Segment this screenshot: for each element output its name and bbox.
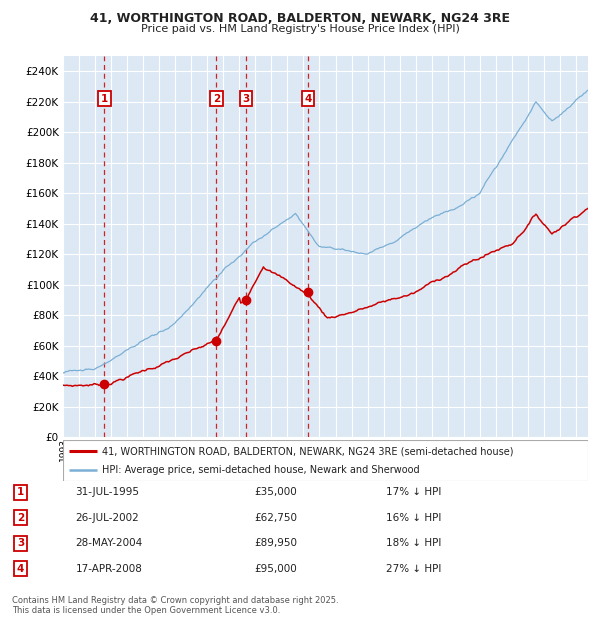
Text: 28-MAY-2004: 28-MAY-2004 <box>76 538 143 548</box>
Text: 41, WORTHINGTON ROAD, BALDERTON, NEWARK, NG24 3RE (semi-detached house): 41, WORTHINGTON ROAD, BALDERTON, NEWARK,… <box>103 446 514 456</box>
Text: 16% ↓ HPI: 16% ↓ HPI <box>386 513 442 523</box>
Text: 26-JUL-2002: 26-JUL-2002 <box>76 513 139 523</box>
Text: 17-APR-2008: 17-APR-2008 <box>76 564 142 574</box>
Text: 2: 2 <box>17 513 24 523</box>
Text: 27% ↓ HPI: 27% ↓ HPI <box>386 564 442 574</box>
Text: £95,000: £95,000 <box>254 564 296 574</box>
Text: 1: 1 <box>101 94 108 104</box>
Text: HPI: Average price, semi-detached house, Newark and Sherwood: HPI: Average price, semi-detached house,… <box>103 466 420 476</box>
Text: This data is licensed under the Open Government Licence v3.0.: This data is licensed under the Open Gov… <box>12 606 280 616</box>
Text: 18% ↓ HPI: 18% ↓ HPI <box>386 538 442 548</box>
Text: 41, WORTHINGTON ROAD, BALDERTON, NEWARK, NG24 3RE: 41, WORTHINGTON ROAD, BALDERTON, NEWARK,… <box>90 12 510 25</box>
Text: 31-JUL-1995: 31-JUL-1995 <box>76 487 139 497</box>
Text: £62,750: £62,750 <box>254 513 297 523</box>
Text: 3: 3 <box>242 94 250 104</box>
Text: £89,950: £89,950 <box>254 538 297 548</box>
Text: 4: 4 <box>17 564 25 574</box>
Text: £35,000: £35,000 <box>254 487 296 497</box>
Text: 2: 2 <box>213 94 220 104</box>
Text: 4: 4 <box>304 94 312 104</box>
Text: 3: 3 <box>17 538 24 548</box>
Text: Price paid vs. HM Land Registry's House Price Index (HPI): Price paid vs. HM Land Registry's House … <box>140 24 460 33</box>
Text: 1: 1 <box>17 487 24 497</box>
Text: 17% ↓ HPI: 17% ↓ HPI <box>386 487 442 497</box>
Text: Contains HM Land Registry data © Crown copyright and database right 2025.: Contains HM Land Registry data © Crown c… <box>12 596 338 606</box>
